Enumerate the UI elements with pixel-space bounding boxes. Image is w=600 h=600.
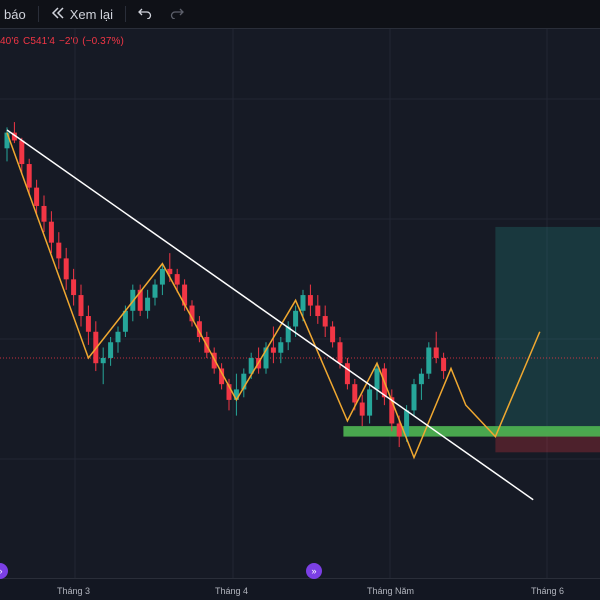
candle-body [63,258,69,280]
candle-body [411,384,417,411]
candle-body [11,132,17,141]
trendline [6,129,534,501]
candle-body [56,242,62,259]
candle-body [41,205,47,222]
candle-body [433,347,439,358]
candle-body [108,342,114,358]
candle-body [145,297,151,311]
candle-body [226,384,232,400]
candle-body [270,347,276,353]
candle-body [330,326,336,343]
candle-body [115,331,121,343]
candle-body [307,295,313,306]
candle-body [19,140,25,165]
candle-body [219,368,225,385]
undo-icon [138,6,152,22]
candle-body [182,284,188,306]
candle-body [4,132,10,149]
candle-body [174,274,180,285]
candle-body [241,373,247,390]
candle-body [441,357,447,372]
alert-button[interactable]: báo [0,0,30,28]
candle-body [196,321,202,337]
candle-body [344,363,350,385]
double-left-arrow-icon [51,6,65,22]
candle-body [293,310,299,327]
candle-body [367,389,373,416]
candle-body [152,284,158,298]
x-tick-label: Tháng Năm [367,586,415,596]
low-value: 40'6 [0,36,19,47]
redo-button[interactable] [166,0,188,28]
candle-body [248,357,254,374]
candle-body [285,326,291,343]
replay-button[interactable]: Xem lại [47,0,117,28]
candle-body [233,389,239,400]
candle-body [396,423,402,437]
candle-body [211,352,217,369]
candle-body [71,279,77,296]
close-prefix: C [23,36,31,47]
zigzag-line [6,132,541,460]
candle-body [352,384,358,403]
change-value: −2'0 [58,36,79,47]
replay-label: Xem lại [69,6,114,22]
candle-body [189,305,195,322]
alert-label: báo [4,6,26,22]
close-value: 541'4 [30,36,55,47]
event-marker-icon[interactable]: » [0,563,8,579]
undo-button[interactable] [134,0,156,28]
x-tick-label: Tháng 4 [215,586,249,596]
change-percent: (−0.37%) [82,36,124,47]
candle-body [263,347,269,369]
candle-body [122,310,128,332]
candle-body [137,289,143,311]
replay-marker-icon[interactable]: » [306,563,322,579]
candle-body [26,164,32,188]
candle-body [315,305,321,317]
x-tick-label: Tháng 6 [531,586,565,596]
candle-body [300,295,306,311]
candle-body [100,357,106,364]
candle-body [278,342,284,353]
ohlc-legend: 40'6 C541'4 −2'0 (−0.37%) [0,36,128,47]
toolbar-divider [37,6,39,22]
candle-body [374,368,380,390]
candle-body [159,268,165,285]
candle-body [359,402,365,416]
candle-body [337,342,343,364]
x-tick-label: Tháng 3 [57,586,91,596]
candle-body [389,397,395,424]
candle-body [34,187,40,206]
candle-body [48,221,54,243]
chart-toolbar: báo Xem lại [0,0,600,29]
time-axis[interactable]: Tháng 3 Tháng 4 Tháng Năm Tháng 6 [0,578,600,600]
candle-body [322,316,328,327]
toolbar-divider [125,6,127,22]
candle-body [418,373,424,385]
price-chart[interactable] [0,29,600,578]
candle-body [78,295,84,317]
support-zone [343,426,600,437]
candle-body [167,268,173,275]
candle-body [404,410,410,437]
redo-icon [170,6,184,22]
candle-body [426,347,432,374]
candle-body [85,316,91,332]
